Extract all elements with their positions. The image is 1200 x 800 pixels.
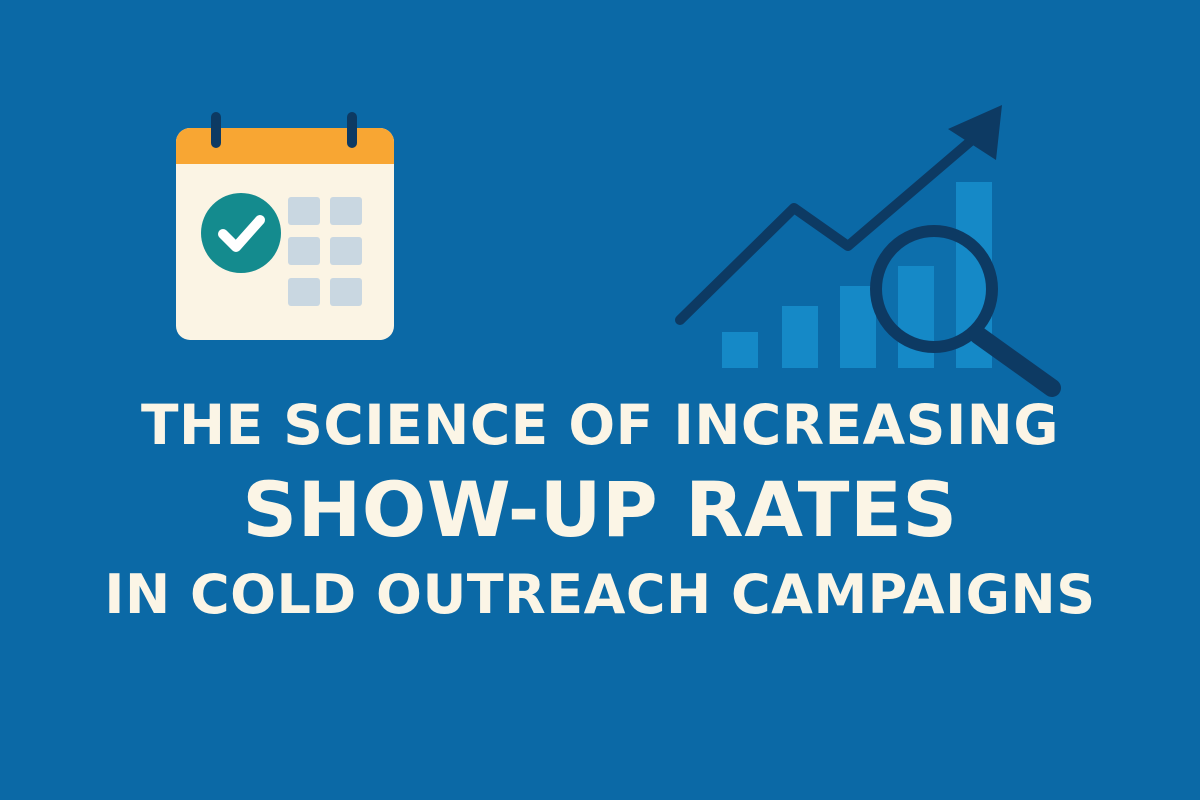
magnifying-glass-icon	[870, 225, 1061, 397]
headline-line-2: SHOW-UP RATES	[242, 465, 958, 554]
headline: THE SCIENCE OF INCREASING SHOW-UP RATES …	[0, 398, 1200, 622]
calendar-check-icon	[176, 112, 394, 340]
growth-chart-icon	[675, 105, 1061, 397]
headline-line-3: IN COLD OUTREACH CAMPAIGNS	[104, 563, 1096, 626]
headline-line-1: THE SCIENCE OF INCREASING	[141, 393, 1059, 457]
